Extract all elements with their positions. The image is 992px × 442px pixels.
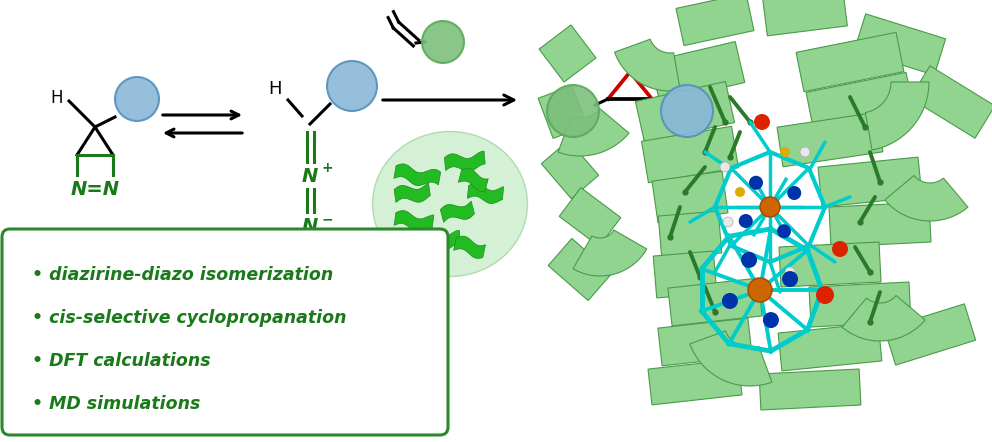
Circle shape [816,286,834,304]
Polygon shape [777,112,883,167]
Polygon shape [453,236,485,259]
Circle shape [832,241,848,257]
Polygon shape [408,249,436,267]
Polygon shape [668,278,762,326]
Circle shape [777,224,791,238]
Polygon shape [818,157,922,207]
Circle shape [800,147,810,157]
Circle shape [547,85,599,137]
Circle shape [782,271,799,287]
Polygon shape [394,183,431,202]
Polygon shape [542,140,598,199]
Polygon shape [394,164,440,186]
Polygon shape [458,168,488,191]
Polygon shape [654,251,717,298]
Polygon shape [420,230,460,250]
Polygon shape [759,369,861,410]
Polygon shape [842,296,926,341]
Polygon shape [642,126,738,183]
Polygon shape [573,230,647,276]
Polygon shape [809,282,911,327]
Polygon shape [549,238,612,301]
Polygon shape [659,211,722,258]
Circle shape [661,85,713,137]
Polygon shape [539,25,596,82]
Polygon shape [854,14,945,75]
Circle shape [115,77,159,121]
Polygon shape [558,109,629,156]
Text: N=N: N=N [70,179,120,198]
Circle shape [788,186,802,200]
Ellipse shape [373,132,528,277]
Polygon shape [829,202,931,247]
Circle shape [749,176,763,190]
Circle shape [748,278,772,302]
Text: • cis-selective cyclopropanation: • cis-selective cyclopropanation [32,309,346,327]
Polygon shape [689,331,772,386]
Polygon shape [440,201,474,222]
Polygon shape [763,0,847,36]
Polygon shape [884,304,976,365]
Polygon shape [910,66,992,138]
Circle shape [720,162,730,172]
Text: H: H [268,80,282,98]
Polygon shape [778,323,882,371]
Circle shape [754,114,770,130]
Polygon shape [806,72,914,132]
Polygon shape [658,318,752,366]
Polygon shape [648,359,742,405]
Text: −: − [321,212,332,226]
Text: • DFT calculations: • DFT calculations [32,352,210,370]
Polygon shape [676,0,754,46]
Polygon shape [538,86,587,138]
Circle shape [735,187,745,197]
Circle shape [327,61,377,111]
Circle shape [741,252,757,268]
Text: H: H [51,89,63,107]
Polygon shape [636,81,734,142]
Circle shape [763,312,779,328]
Text: N: N [302,167,318,186]
Polygon shape [865,82,929,150]
Polygon shape [394,210,434,232]
Text: +: + [321,161,332,175]
Polygon shape [779,242,881,287]
Polygon shape [796,32,904,91]
Circle shape [760,197,780,217]
Circle shape [739,214,753,228]
Circle shape [723,217,733,227]
Circle shape [780,147,790,157]
Polygon shape [650,42,745,103]
Text: N: N [302,217,318,236]
Polygon shape [559,187,621,246]
Circle shape [422,21,464,63]
Circle shape [785,267,795,277]
FancyBboxPatch shape [2,229,448,435]
Text: • MD simulations: • MD simulations [32,395,200,413]
Text: • diazirine-diazo isomerization: • diazirine-diazo isomerization [32,266,333,284]
Circle shape [722,293,738,309]
Polygon shape [467,183,504,204]
Polygon shape [444,151,485,171]
Polygon shape [652,171,728,223]
Polygon shape [885,175,968,221]
Polygon shape [615,39,681,91]
